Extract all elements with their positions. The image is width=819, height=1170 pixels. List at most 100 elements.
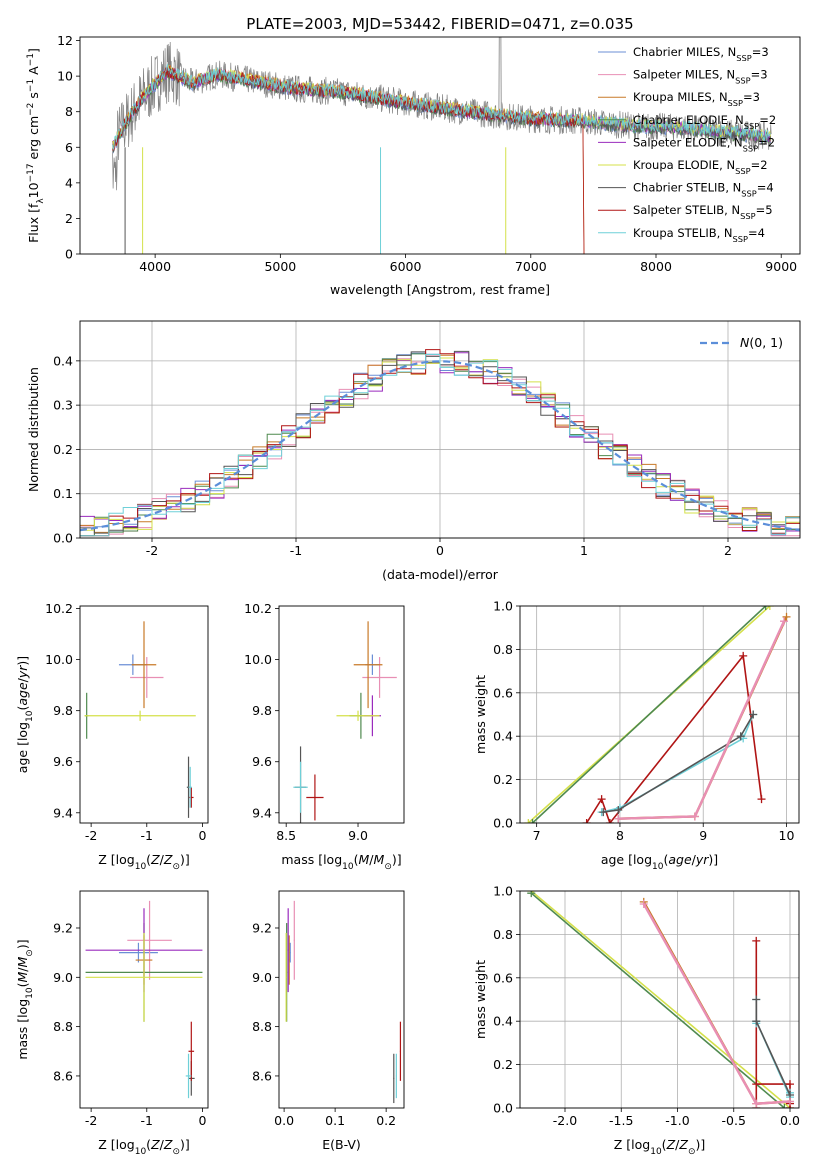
label-part: =3: [751, 68, 768, 82]
legend-entry: Salpeter STELIB, NSSP=5: [633, 203, 773, 221]
label-part: SSP: [735, 76, 750, 86]
plot-area: [527, 891, 794, 1108]
label-part: ⊙: [25, 949, 35, 957]
label-part: )]: [15, 939, 30, 949]
x-axis-label: Z [log10(Z/Z⊙)]: [98, 852, 190, 872]
label-part: 10: [25, 987, 35, 999]
y-tick-label: 0.2: [53, 442, 73, 457]
label-part: =2: [758, 135, 775, 149]
weight-line: [601, 714, 754, 813]
axes-age-vs-z: -2 -1 09.49.69.810.010.2Z [log10(Z/Z⊙)]age…: [15, 601, 209, 872]
x-tick-label: 8.5: [276, 828, 296, 843]
y-tick-label: 0.8: [493, 642, 513, 657]
x-tick-label: 8: [616, 828, 624, 843]
y-tick-label: 8.6: [252, 1068, 272, 1083]
x-tick-label: 9: [699, 828, 707, 843]
x-tick-label: -1: [290, 543, 302, 558]
x-tick-label: -2: [146, 543, 158, 558]
x-tick-label: 0.1: [325, 1113, 345, 1128]
weight-line: [618, 616, 788, 820]
legend-entry: N(0, 1): [740, 335, 783, 350]
weight-marker: [528, 819, 537, 823]
label-part: /: [692, 852, 697, 867]
y-tick-label: 10.0: [244, 652, 272, 667]
x-axis-label: wavelength [Angstrom, rest frame]: [330, 282, 550, 297]
y-tick-label: 1.0: [493, 884, 513, 899]
label-part: s: [26, 92, 41, 103]
y-axis-label: mass weight: [473, 960, 488, 1039]
label-part: age [log: [15, 722, 30, 773]
label-part: Chabrier MILES, N: [633, 45, 736, 59]
label-part: A: [26, 66, 41, 79]
axes-frame: [79, 890, 209, 1109]
legend-entry: Kroupa MILES, NSSP=3: [633, 90, 760, 108]
label-part: =3: [752, 45, 769, 59]
weight-marker: [786, 1097, 794, 1106]
label-part: −1: [26, 79, 36, 92]
weight-marker: [752, 1099, 761, 1108]
label-part: )]: [392, 852, 402, 867]
label-part: Z: [678, 1137, 688, 1152]
plot-area: [80, 349, 800, 537]
legend-entry: Salpeter ELODIE, NSSP=2: [633, 135, 775, 153]
weight-marker: [527, 891, 536, 898]
y-tick-label: 0.4: [53, 353, 73, 368]
y-tick-label: 0.0: [53, 531, 73, 546]
x-tick-label: 10: [779, 828, 795, 843]
weight-marker: [599, 808, 608, 817]
x-tick-label: 0.0: [780, 1113, 800, 1128]
weight-line: [530, 892, 785, 1108]
label-part: /: [369, 852, 374, 867]
label-part: SSP: [733, 234, 748, 244]
label-part: M: [15, 972, 30, 983]
label-part: −1: [26, 53, 36, 66]
label-part: =4: [748, 226, 765, 240]
y-tick-label: 0.6: [493, 685, 513, 700]
y-tick-label: 0: [65, 247, 73, 262]
label-part: ⊙: [172, 862, 180, 872]
label-part: 10: [342, 862, 354, 872]
label-part: 10: [650, 1147, 662, 1157]
y-tick-label: 10.2: [244, 601, 272, 616]
x-axis-label: age [log10(age/yr)]: [601, 852, 718, 872]
weight-marker: [752, 1017, 761, 1026]
ticks: -2.0 -1.5 -1.0 -0.5 0.0 0.0 0.2 0.4 0.6 0.8 1.0: [493, 884, 800, 1129]
label-part: 10: [135, 862, 147, 872]
y-tick-label: 10: [57, 69, 73, 84]
x-tick-label: 9.0: [348, 828, 368, 843]
x-tick-label: 7: [533, 828, 541, 843]
label-part: 10: [26, 182, 41, 198]
label-part: E(B-V): [322, 1137, 361, 1152]
y-tick-label: 0.0: [493, 1101, 513, 1116]
legend-entry: Kroupa STELIB, NSSP=4: [633, 226, 765, 244]
axes-weight-vs-z: -2.0 -1.5 -1.0 -0.5 0.0 0.0 0.2 0.4 0.6 0.8 1.0 Z […: [473, 884, 800, 1158]
label-part: mass [log: [281, 852, 342, 867]
weight-marker: [690, 812, 699, 821]
axes-frame: [278, 890, 405, 1109]
x-tick-label: -1: [141, 828, 153, 843]
y-tick-label: 0.2: [493, 1057, 513, 1072]
label-part: Z: [150, 852, 160, 867]
weight-marker: [639, 900, 648, 909]
label-part: (: [15, 983, 30, 988]
y-axis-label: age [log10(age/yr)]: [15, 656, 35, 773]
label-part: Chabrier ELODIE, N: [633, 113, 744, 127]
label-part: Z: [150, 1137, 160, 1152]
label-part: (: [146, 1137, 151, 1152]
weight-marker: [524, 819, 533, 823]
residual-histogram: [80, 354, 800, 537]
y-tick-label: 0.0: [493, 816, 513, 831]
weight-marker: [780, 617, 789, 626]
x-axis-label: Z [log10(Z/Z⊙)]: [98, 1137, 190, 1157]
y-axis-label: mass weight: [473, 675, 488, 754]
plot-area: [524, 606, 791, 823]
x-tick-label: 0: [198, 1113, 206, 1128]
model-spectrum: [112, 67, 772, 153]
x-tick-label: 5000: [264, 259, 296, 274]
y-tick-label: 0.4: [493, 1014, 513, 1029]
x-tick-label: -2: [85, 1113, 97, 1128]
label-part: /: [675, 1137, 680, 1152]
label-part: mass [log: [15, 999, 30, 1060]
